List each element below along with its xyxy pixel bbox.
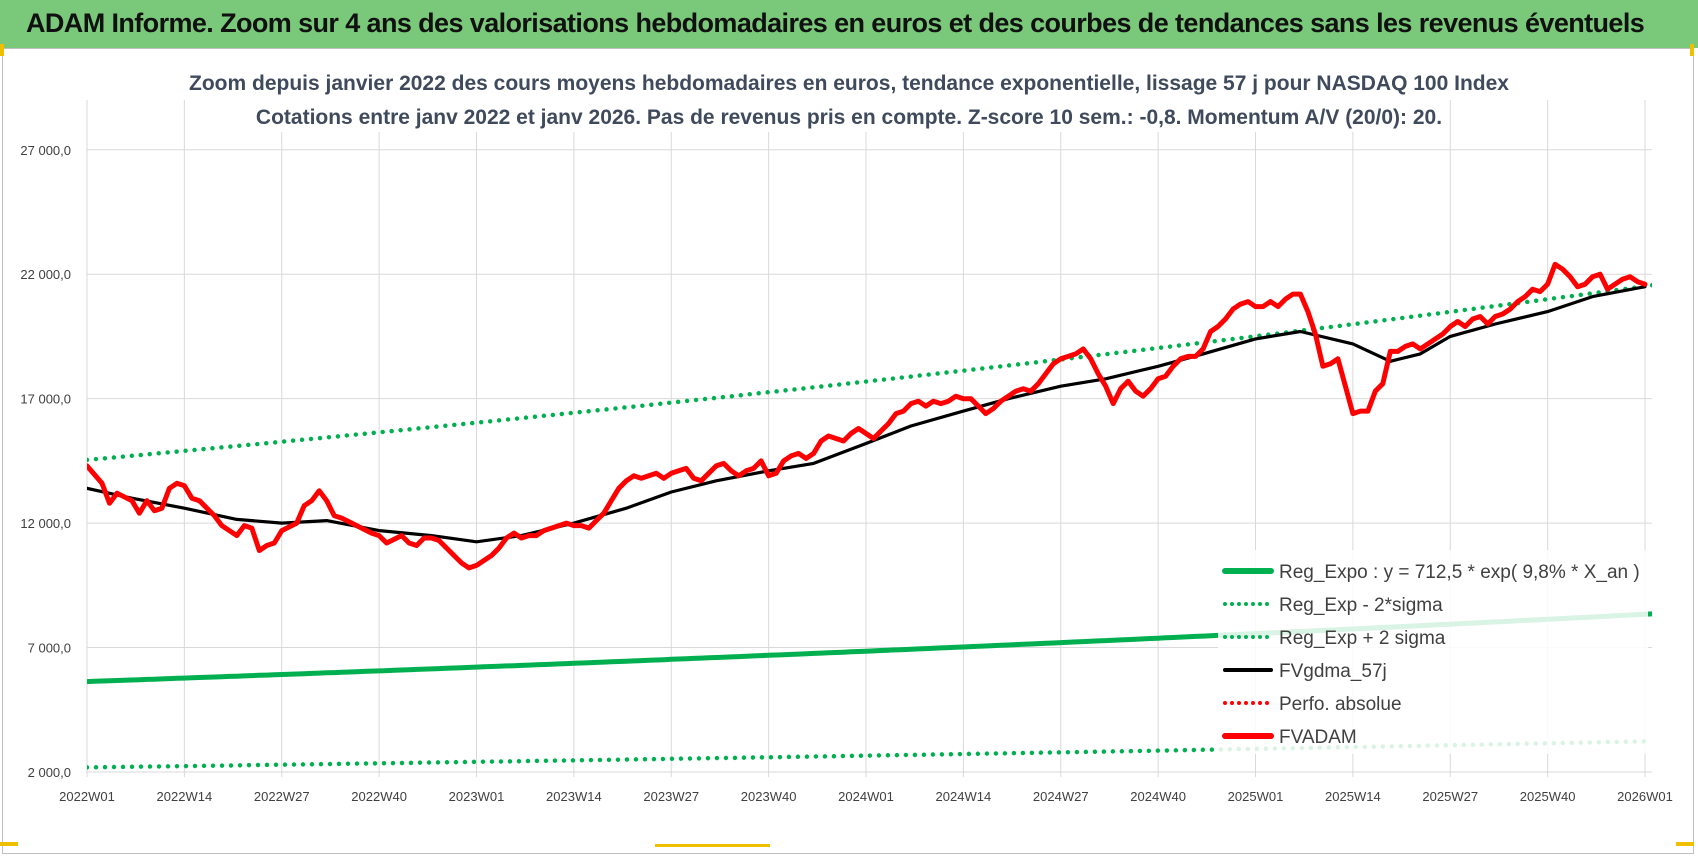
x-tick-label: 2024W14 [936,789,992,804]
legend-background [1218,550,1648,754]
y-tick-label: 7 000,0 [28,641,71,656]
y-tick-label: 17 000,0 [20,392,71,407]
legend-label: Reg_Exp - 2*sigma [1279,595,1443,616]
chart-frame [2,48,1694,854]
corner-mark-bottom-mid [655,844,770,847]
legend-label: Reg_Exp + 2 sigma [1279,628,1446,649]
y-tick-label: 12 000,0 [20,516,71,531]
legend-label: Perfo. absolue [1279,694,1402,715]
x-tick-label: 2024W27 [1033,789,1089,804]
legend-label: Reg_Expo : y = 712,5 * exp( 9,8% * X_an … [1279,562,1640,583]
x-axis-ticks: 2022W01 2022W14 2022W27 2022W40 2023W01 2023W… [59,789,1673,804]
legend-label: FVADAM [1279,727,1357,748]
y-tick-label: 22 000,0 [20,267,71,282]
x-tick-label: 2025W01 [1228,789,1284,804]
legend-label: FVgdma_57j [1279,661,1387,682]
x-tick-label: 2023W40 [741,789,797,804]
series-line-3 [87,282,1652,463]
subtitle-background [250,68,1445,132]
x-tick-label: 2026W01 [1617,789,1673,804]
corner-mark-top-left [0,44,4,56]
series-line-6 [87,261,1648,571]
chart-subtitle: Cotations entre janv 2022 et janv 2026. … [256,106,1442,129]
x-tick-label: 2023W27 [643,789,699,804]
y-tick-label: 27 000,0 [20,143,71,158]
x-tick-label: 2025W40 [1520,789,1576,804]
x-tick-label: 2022W40 [351,789,407,804]
y-axis-ticks: 2 000,0 7 000,0 12 000,0 17 000,0 22 000,0 27… [20,143,71,780]
x-tick-label: 2022W01 [59,789,115,804]
corner-mark-bottom-right [1676,842,1694,846]
corner-mark-bottom-left [0,842,18,846]
x-tick-label: 2023W01 [449,789,505,804]
corner-mark-top-right [1690,44,1694,56]
x-tick-label: 2022W27 [254,789,310,804]
x-tick-label: 2025W27 [1422,789,1478,804]
report-banner: ADAM Informe. Zoom sur 4 ans des valoris… [0,0,1698,48]
chart-title: Zoom depuis janvier 2022 des cours moyen… [189,72,1509,95]
x-tick-label: 2023W14 [546,789,602,804]
x-tick-label: 2024W01 [838,789,894,804]
x-tick-label: 2025W14 [1325,789,1381,804]
legend: Reg_Expo : y = 712,5 * exp( 9,8% * X_an … [1218,550,1648,754]
report-title: ADAM Informe. Zoom sur 4 ans des valoris… [26,8,1645,38]
x-tick-label: 2024W40 [1130,789,1186,804]
y-tick-label: 2 000,0 [28,765,71,780]
x-tick-label: 2022W14 [157,789,213,804]
